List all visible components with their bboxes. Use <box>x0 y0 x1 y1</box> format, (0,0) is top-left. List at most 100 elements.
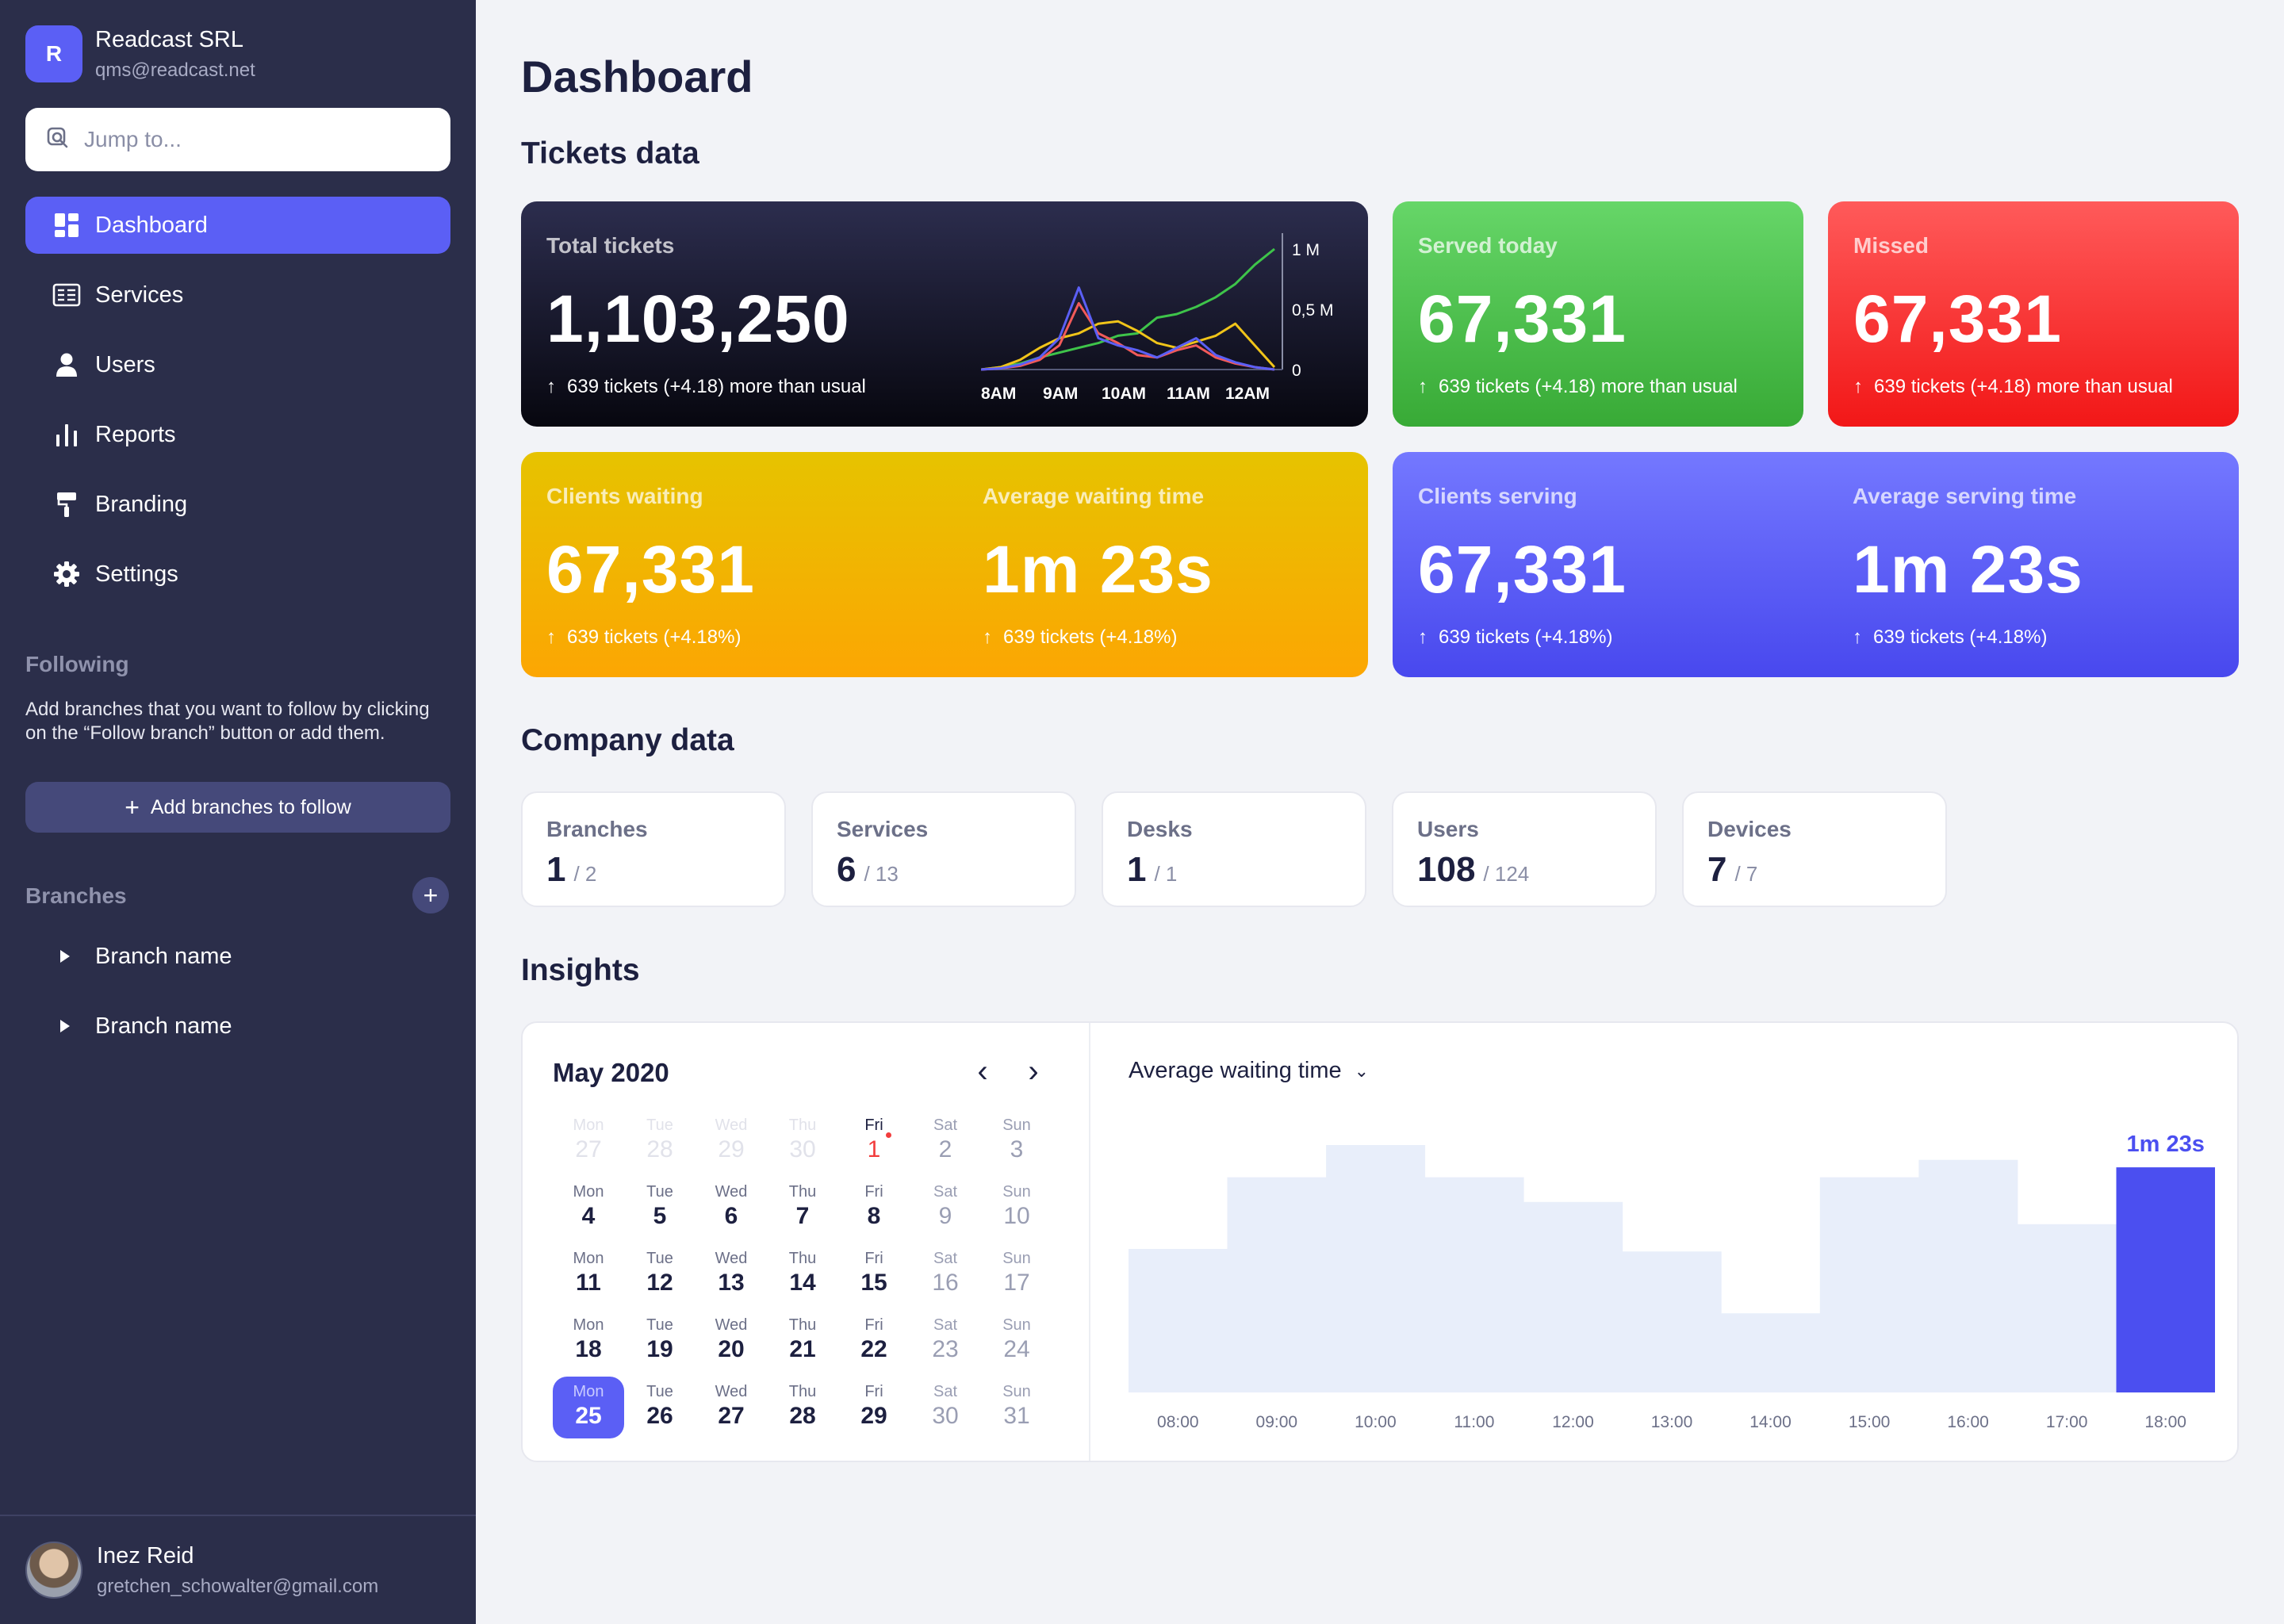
calendar-day-number: 18 <box>575 1336 602 1362</box>
search-input[interactable] <box>84 127 433 152</box>
bar[interactable] <box>1424 1177 1524 1392</box>
nav-item-users[interactable]: Users <box>25 336 450 393</box>
branch-item[interactable]: Branch name <box>25 998 450 1055</box>
calendar-day[interactable]: Fri 15 <box>838 1243 910 1305</box>
calendar-day-weekday: Tue <box>646 1116 673 1134</box>
calendar-day-weekday: Sun <box>1002 1383 1031 1400</box>
calendar-next-button[interactable]: › <box>1017 1053 1049 1090</box>
calendar-day[interactable]: Thu 21 <box>767 1310 838 1372</box>
metric-dropdown-label: Average waiting time <box>1129 1058 1342 1083</box>
calendar-day-weekday: Sun <box>1002 1316 1031 1334</box>
card-value: 67,331 <box>1418 282 1627 356</box>
calendar-day[interactable]: Fri 29 <box>838 1377 910 1438</box>
calendar-day-number: 21 <box>789 1336 816 1362</box>
calendar-day-weekday: Tue <box>646 1316 673 1334</box>
calendar-day[interactable]: Wed 20 <box>696 1310 767 1372</box>
calendar-day[interactable]: Tue 28 <box>624 1110 696 1172</box>
x-tick-label: 10:00 <box>1355 1413 1397 1431</box>
nav-item-branding[interactable]: Branding <box>25 476 450 533</box>
bar[interactable] <box>1819 1177 1919 1392</box>
organization-switcher[interactable]: R Readcast SRL qms@readcast.net <box>25 25 255 82</box>
calendar-day[interactable]: Wed 13 <box>696 1243 767 1305</box>
calendar-day[interactable]: Thu 7 <box>767 1177 838 1239</box>
calendar-day[interactable]: Fri 22 <box>838 1310 910 1372</box>
add-branch-button[interactable]: + <box>412 877 449 914</box>
calendar-day-number: 27 <box>575 1136 602 1162</box>
nav-item-settings[interactable]: Settings <box>25 546 450 603</box>
calendar-day[interactable]: Wed 27 <box>696 1377 767 1438</box>
arrow-up-icon: ↑ <box>546 376 556 397</box>
calendar-day[interactable]: Thu 28 <box>767 1377 838 1438</box>
calendar-day[interactable]: Thu 30 <box>767 1110 838 1172</box>
card-value: 67,331 <box>1418 532 1627 607</box>
bar[interactable] <box>1918 1159 2018 1392</box>
calendar-day[interactable]: Tue 12 <box>624 1243 696 1305</box>
card-note-text: 639 tickets (+4.18%) <box>567 626 742 648</box>
stat-label: Services <box>837 817 929 841</box>
calendar-day[interactable]: Mon 25 <box>553 1377 624 1438</box>
branches-heading: Branches <box>25 883 127 908</box>
add-branches-to-follow-button[interactable]: + Add branches to follow <box>25 782 450 833</box>
calendar-day-number: 23 <box>932 1336 959 1362</box>
calendar-day[interactable]: Sun 24 <box>981 1310 1052 1372</box>
card-label: Served today <box>1418 233 1558 258</box>
user-name: Inez Reid <box>97 1542 194 1568</box>
calendar-day[interactable]: Wed 29 <box>696 1110 767 1172</box>
nav-label: Dashboard <box>95 212 208 238</box>
nav-item-dashboard[interactable]: Dashboard <box>25 197 450 254</box>
calendar-day[interactable]: Mon 27 <box>553 1110 624 1172</box>
x-tick-label: 9AM <box>1043 385 1078 400</box>
calendar-day[interactable]: Mon 18 <box>553 1310 624 1372</box>
calendar-day[interactable]: Sun 31 <box>981 1377 1052 1438</box>
bar[interactable] <box>1523 1201 1623 1392</box>
bar[interactable] <box>1129 1249 1228 1392</box>
calendar-day[interactable]: Thu 14 <box>767 1243 838 1305</box>
nav-item-services[interactable]: Services <box>25 266 450 324</box>
stat-value: 108 / 124 <box>1417 850 1529 890</box>
card-value: 67,331 <box>1853 282 2062 356</box>
total-tickets-line-chart: 1 M 0,5 M 0 8AM 9AM 10AM 11AM 12AM <box>981 233 1334 400</box>
calendar-day[interactable]: Sat 9 <box>910 1177 981 1239</box>
calendar-day[interactable]: Tue 19 <box>624 1310 696 1372</box>
nav-label: Reports <box>95 421 176 447</box>
stat-count: 1 <box>546 850 566 889</box>
insights-heading: Insights <box>521 953 640 987</box>
calendar-prev-button[interactable]: ‹ <box>967 1053 998 1090</box>
bar[interactable] <box>1622 1251 1722 1392</box>
bar[interactable] <box>2116 1167 2216 1392</box>
calendar-day[interactable]: Fri 1 <box>838 1110 910 1172</box>
user-profile[interactable]: Inez Reid gretchen_schowalter@gmail.com <box>0 1515 476 1624</box>
bar-value-label: 1m 23s <box>2127 1132 2205 1157</box>
calendar-day-number: 25 <box>575 1403 602 1429</box>
calendar-day[interactable]: Sun 17 <box>981 1243 1052 1305</box>
series-line-3 <box>981 286 1275 371</box>
branch-item[interactable]: Branch name <box>25 928 450 985</box>
calendar-day[interactable]: Tue 5 <box>624 1177 696 1239</box>
calendar-day[interactable]: Sat 16 <box>910 1243 981 1305</box>
calendar-day-number: 17 <box>1003 1270 1030 1296</box>
bar[interactable] <box>1721 1313 1821 1392</box>
paint-roller-icon <box>52 490 81 519</box>
calendar-day[interactable]: Sat 2 <box>910 1110 981 1172</box>
calendar-day[interactable]: Sun 10 <box>981 1177 1052 1239</box>
calendar-day[interactable]: Mon 11 <box>553 1243 624 1305</box>
jump-to-search[interactable] <box>25 108 450 171</box>
calendar-day[interactable]: Wed 6 <box>696 1177 767 1239</box>
calendar-day[interactable]: Sat 30 <box>910 1377 981 1438</box>
calendar-day[interactable]: Tue 26 <box>624 1377 696 1438</box>
bar[interactable] <box>2017 1224 2117 1392</box>
nav-item-reports[interactable]: Reports <box>25 406 450 463</box>
x-tick-label: 09:00 <box>1256 1413 1298 1431</box>
metric-dropdown[interactable]: Average waiting time ⌄ <box>1129 1058 1369 1084</box>
calendar-day[interactable]: Sun 3 <box>981 1110 1052 1172</box>
bar[interactable] <box>1326 1145 1426 1392</box>
stat-total: / 1 <box>1154 862 1178 886</box>
organization-logo: R <box>25 25 82 82</box>
calendar-day-number: 29 <box>860 1403 887 1429</box>
bar[interactable] <box>1227 1177 1327 1392</box>
calendar-day[interactable]: Sat 23 <box>910 1310 981 1372</box>
calendar-day-weekday: Sat <box>933 1316 958 1334</box>
calendar-day[interactable]: Mon 4 <box>553 1177 624 1239</box>
calendar-day[interactable]: Fri 8 <box>838 1177 910 1239</box>
card-note-text: 639 tickets (+4.18%) <box>1003 626 1178 648</box>
